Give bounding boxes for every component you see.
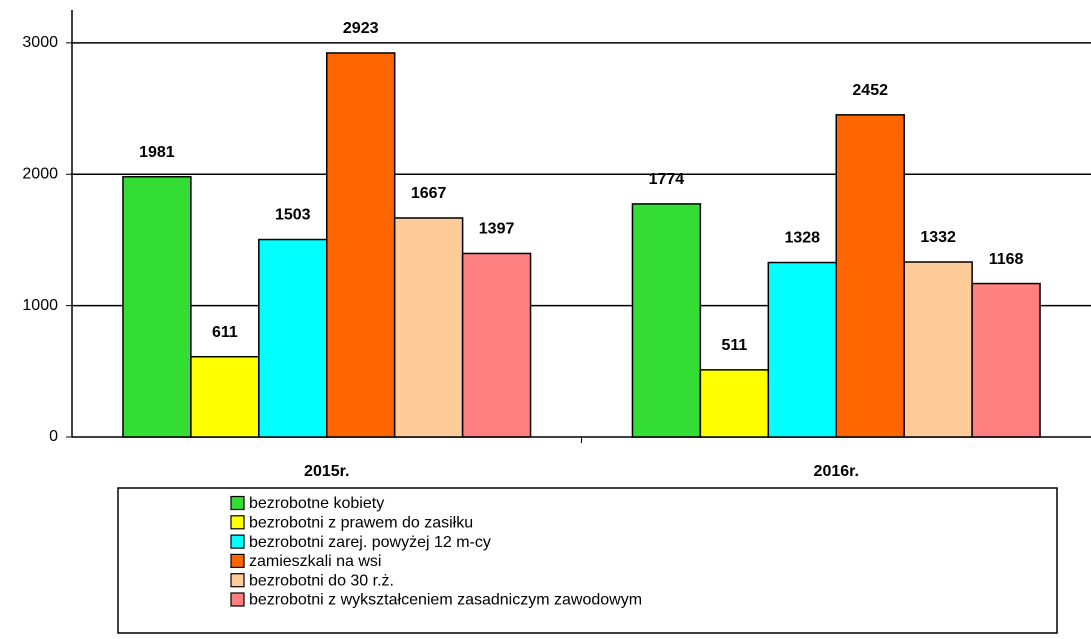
value-label: 1328	[784, 230, 820, 247]
legend-label: bezrobotni do 30 r.ż.	[249, 572, 394, 589]
legend-swatch	[230, 592, 245, 607]
legend-swatch	[230, 534, 245, 549]
value-label: 1981	[139, 144, 175, 161]
legend-label: bezrobotni z prawem do zasiłku	[249, 515, 473, 532]
bar	[767, 261, 837, 438]
legend-label: bezrobotni z wykształceniem zasadniczym …	[249, 592, 642, 609]
bar	[971, 282, 1041, 438]
bar	[903, 261, 973, 438]
legend-swatch	[230, 515, 245, 530]
legend-swatch	[230, 573, 245, 588]
bar	[122, 175, 192, 438]
legend-label: zamieszkali na wsi	[249, 553, 381, 570]
legend-label: bezrobotne kobiety	[249, 495, 384, 512]
x-tick-label: 2015r.	[304, 463, 349, 480]
value-label: 1667	[411, 185, 447, 202]
y-tick-label: 1000	[22, 297, 58, 314]
value-label: 511	[721, 337, 747, 354]
value-label: 2452	[852, 82, 888, 99]
value-label: 611	[212, 324, 238, 341]
bar	[393, 217, 464, 438]
bar	[461, 252, 532, 438]
value-label: 2923	[343, 20, 379, 37]
y-tick-label: 3000	[22, 34, 58, 51]
bar	[699, 369, 770, 438]
value-label: 1774	[649, 171, 685, 188]
bar	[631, 203, 702, 438]
bar	[258, 238, 328, 438]
bar	[835, 114, 905, 438]
value-label: 1397	[479, 221, 515, 238]
legend-swatch	[230, 553, 245, 569]
legend-swatch	[230, 495, 245, 511]
value-label: 1168	[989, 251, 1024, 268]
value-label: 1332	[920, 229, 956, 246]
y-tick-label: 2000	[22, 165, 58, 182]
legend-label: bezrobotni zarej. powyżej 12 m-cy	[249, 534, 491, 551]
bar	[190, 355, 260, 438]
y-tick-label: 0	[49, 428, 58, 445]
bar	[326, 52, 396, 438]
legend-box	[117, 487, 1058, 634]
x-tick-label: 2016r.	[814, 463, 859, 480]
value-label: 1503	[275, 207, 311, 224]
